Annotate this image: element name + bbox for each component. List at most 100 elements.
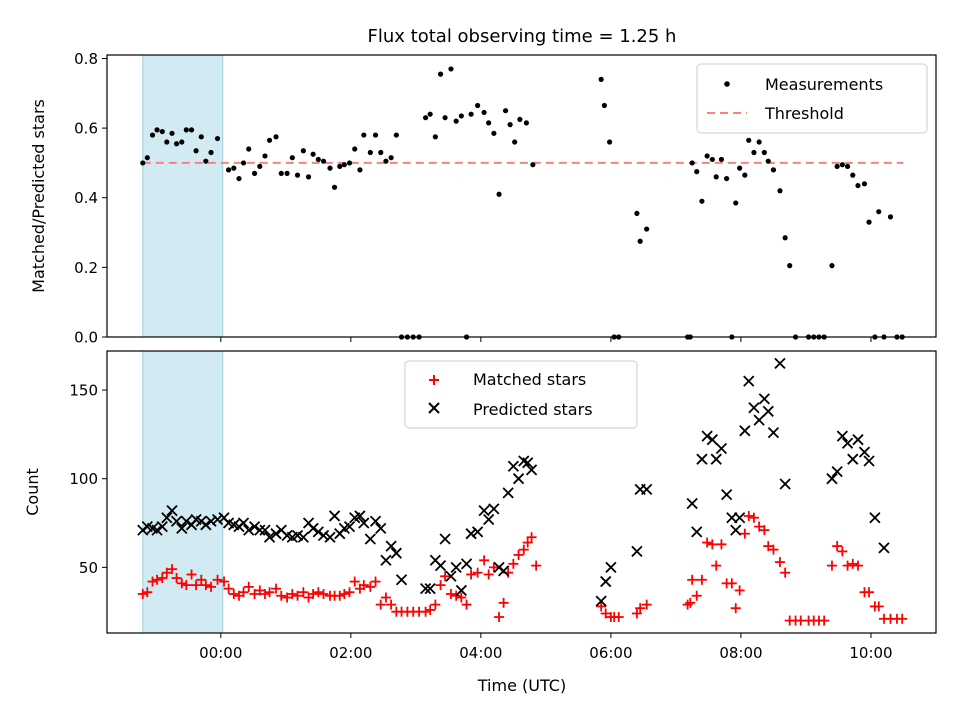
measurement-point: [689, 160, 695, 166]
measurement-point: [699, 198, 705, 204]
predicted-star-point: [631, 545, 643, 558]
measurement-point: [300, 148, 306, 154]
matched-star-point: [518, 544, 529, 555]
matched-star-point: [498, 597, 509, 608]
measurement-point: [327, 165, 333, 171]
x-tick-label: 10:00: [849, 644, 892, 662]
measurement-point: [777, 188, 783, 194]
matched-star-point: [200, 580, 211, 591]
matched-star-point: [780, 567, 791, 578]
count-x-axis: 00:00 02:00 04:00 06:00 08:00 10:00: [199, 633, 893, 662]
measurement-point: [770, 167, 777, 173]
matched-star-point: [287, 588, 298, 599]
predicted-star-point: [328, 510, 341, 522]
predicted-star-point: [297, 531, 309, 543]
measurement-point: [169, 130, 175, 136]
matched-star-point: [219, 576, 230, 587]
legend-threshold-label: Threshold: [764, 104, 844, 123]
matched-star-point: [730, 603, 741, 614]
matched-star-point: [365, 581, 376, 592]
matched-star-point: [298, 587, 309, 598]
matched-star-point: [472, 567, 483, 578]
matched-star-point: [691, 590, 702, 601]
matched-star-point: [768, 544, 779, 555]
predicted-star-point: [259, 524, 271, 536]
predicted-star-point: [419, 583, 432, 595]
measurement-point: [746, 137, 752, 143]
measurement-point: [203, 158, 209, 164]
matched-star-point: [774, 557, 785, 568]
measurement-point: [198, 134, 204, 140]
predicted-star-point: [395, 574, 408, 586]
predicted-star-point: [701, 430, 713, 442]
measurement-point: [481, 109, 487, 116]
matched-star-point: [445, 588, 456, 599]
measurement-point: [352, 146, 358, 152]
predicted-star-point: [847, 453, 859, 465]
predicted-star-point: [497, 565, 510, 577]
measurement-point: [442, 115, 448, 121]
measurement-point: [694, 169, 700, 175]
measurement-point: [393, 132, 399, 138]
matched-star-point: [370, 576, 381, 587]
predicted-star-point: [869, 512, 881, 524]
predicted-star-point: [478, 504, 490, 517]
measurement-point: [468, 111, 474, 117]
measurement-point: [346, 160, 353, 166]
y-tick-label: 0.8: [74, 50, 98, 68]
measurement-point: [644, 226, 650, 232]
predicted-star-point: [270, 528, 282, 540]
predicted-star-point: [767, 426, 780, 439]
measurement-point: [607, 139, 613, 145]
measurement-point: [159, 128, 165, 135]
count-legend-box: [404, 360, 638, 429]
measurement-point: [378, 149, 384, 156]
measurement-point: [850, 172, 856, 178]
measurement-point: [756, 139, 762, 145]
predicted-star-point: [525, 464, 538, 476]
matched-star-point: [819, 615, 830, 626]
x-tick-label: 04:00: [459, 644, 502, 662]
matched-star-point: [435, 580, 446, 591]
predicted-star-point: [721, 489, 733, 501]
measurement-point: [251, 170, 258, 176]
matched-star-point: [897, 613, 908, 624]
predicted-star-point: [748, 402, 760, 414]
predicted-star-point: [161, 512, 173, 524]
measurement-point: [761, 149, 767, 156]
predicted-star-point: [691, 526, 703, 538]
predicted-star-point: [753, 414, 765, 426]
measurement-point: [709, 156, 715, 163]
measurement-point: [530, 162, 536, 168]
matched-star-point: [313, 587, 324, 598]
measurement-point: [208, 149, 214, 156]
ratio-x-ticks: [220, 337, 872, 342]
matched-star-point: [276, 590, 287, 601]
predicted-star-point: [706, 434, 718, 446]
predicted-star-point: [512, 473, 525, 485]
measurement-point: [140, 160, 146, 166]
count-y-axis-label: Count: [23, 468, 42, 516]
measurement-point: [246, 146, 252, 152]
predicted-star-point: [254, 524, 266, 536]
predicted-star-point: [343, 520, 356, 533]
matched-star-point: [763, 541, 774, 552]
predicted-star-point: [390, 547, 402, 559]
legend-measurement-marker: [724, 81, 730, 87]
measurement-point: [266, 137, 273, 143]
matched-star-point: [344, 587, 355, 598]
measurement-point: [496, 191, 502, 197]
matched-star-point: [687, 574, 698, 585]
ratio-y-axis-label: Matched/Predicted stars: [29, 99, 48, 293]
measurement-point: [724, 175, 730, 182]
measurement-point: [751, 149, 757, 156]
measurement-point: [844, 163, 851, 170]
matched-star-point: [440, 571, 451, 582]
predicted-star-point: [364, 533, 376, 545]
y-tick-label: 100: [69, 470, 98, 488]
measurement-point: [855, 182, 861, 189]
measurement-point: [315, 156, 321, 163]
y-tick-label: 0.0: [74, 329, 98, 347]
count-plot-frame: [106, 350, 937, 634]
